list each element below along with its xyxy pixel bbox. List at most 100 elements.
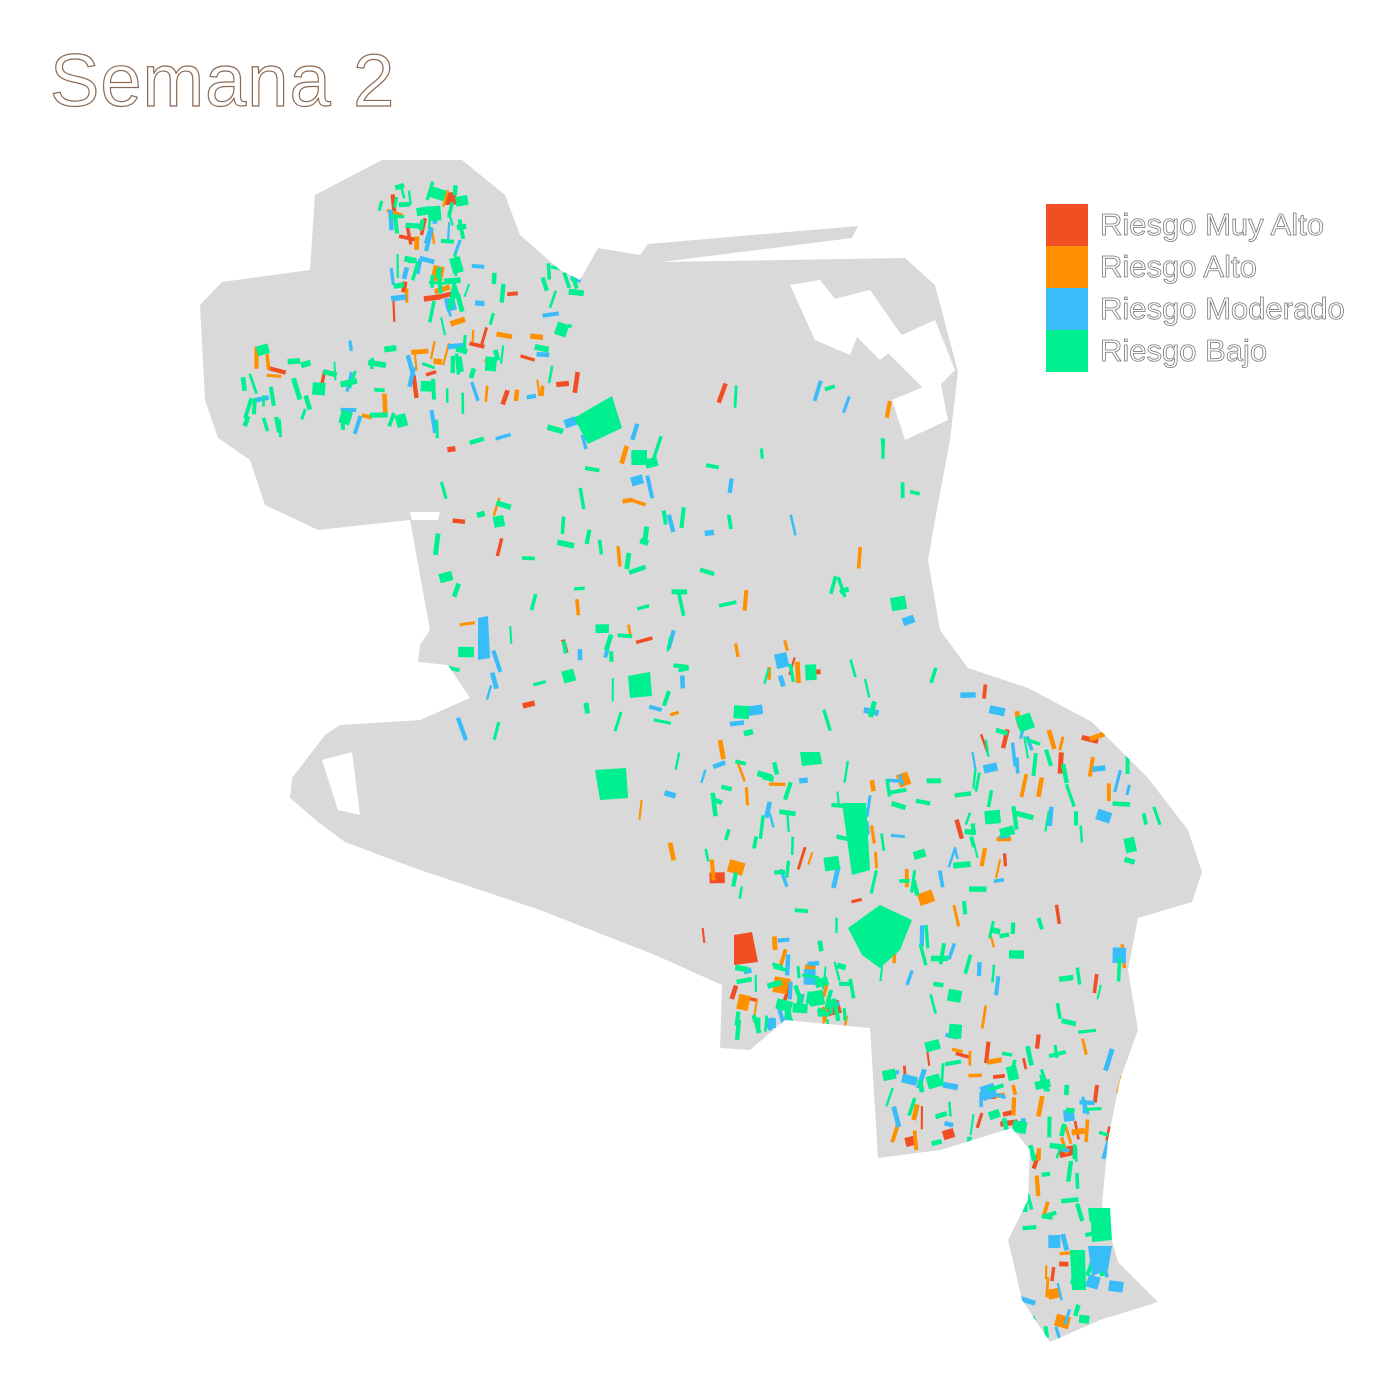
block-bajo xyxy=(929,994,938,1015)
block-alto xyxy=(1064,1125,1073,1145)
block-alto xyxy=(1071,1127,1086,1136)
block-bajo xyxy=(981,1147,988,1166)
block-bajo xyxy=(752,836,759,849)
block-bajo xyxy=(383,344,397,353)
block-bajo xyxy=(934,1111,948,1120)
block-muy-alto xyxy=(423,294,441,302)
block-muy-alto xyxy=(495,537,504,557)
block-bajo xyxy=(492,514,506,528)
block-bajo xyxy=(492,349,501,362)
block-bajo xyxy=(287,358,301,365)
legend-item-muy-alto: Riesgo Muy Alto xyxy=(1046,204,1345,246)
block-bajo xyxy=(879,966,884,982)
block-bajo xyxy=(561,668,577,684)
block-moderado xyxy=(763,801,773,819)
block-bajo xyxy=(940,1063,945,1087)
block-bajo xyxy=(1048,1049,1067,1059)
legend-swatch-muy-alto xyxy=(1046,204,1088,246)
block-muy-alto xyxy=(1034,1034,1041,1049)
block-bajo xyxy=(979,643,984,662)
block-bajo xyxy=(393,196,399,208)
block-bajo xyxy=(492,721,501,740)
block-bajo xyxy=(738,886,744,900)
block-bajo xyxy=(322,369,338,378)
area-bajo xyxy=(842,803,870,875)
block-bajo xyxy=(1015,712,1035,733)
block-bajo xyxy=(451,582,461,598)
block-moderado xyxy=(471,263,485,269)
block-bajo xyxy=(885,1087,894,1107)
block-bajo xyxy=(1039,1074,1047,1092)
block-moderado xyxy=(865,795,872,818)
block-bajo xyxy=(495,500,512,510)
block-bajo xyxy=(968,886,987,892)
block-bajo xyxy=(788,663,796,683)
block-moderado xyxy=(765,1018,776,1029)
block-bajo xyxy=(796,965,801,979)
block-bajo xyxy=(1065,1107,1075,1114)
block-bajo xyxy=(571,276,579,290)
block-bajo xyxy=(617,633,633,639)
block-bajo xyxy=(1098,1130,1109,1137)
block-alto xyxy=(904,868,909,888)
block-bajo xyxy=(912,848,927,860)
block-bajo xyxy=(944,1059,962,1067)
block-muy-alto xyxy=(1092,1084,1100,1103)
block-muy-alto xyxy=(1092,973,1099,994)
block-bajo xyxy=(546,424,564,435)
block-bajo xyxy=(733,705,750,720)
block-bajo xyxy=(407,190,412,205)
block-bajo xyxy=(704,848,710,862)
block-muy-alto xyxy=(975,1112,984,1129)
block-bajo xyxy=(556,539,575,549)
west-notches xyxy=(322,512,440,815)
block-moderado xyxy=(774,652,790,670)
block-bajo xyxy=(584,529,592,545)
block-bajo xyxy=(754,974,758,993)
block-bajo xyxy=(447,286,457,310)
block-alto xyxy=(413,351,418,371)
block-muy-alto xyxy=(1050,1266,1056,1282)
block-alto xyxy=(1081,1038,1088,1055)
block-muy-alto xyxy=(469,341,485,349)
block-alto xyxy=(783,639,789,652)
block-moderado xyxy=(680,675,686,689)
area-muy-alto xyxy=(734,932,758,965)
block-moderado xyxy=(885,778,903,783)
block-bajo xyxy=(756,1017,761,1033)
block-bajo xyxy=(833,961,841,981)
block-bajo xyxy=(433,533,441,556)
block-alto xyxy=(449,316,466,327)
block-moderado xyxy=(401,266,410,280)
block-moderado xyxy=(1108,1280,1124,1293)
block-bajo xyxy=(561,323,572,329)
block-bajo xyxy=(636,604,650,611)
block-moderado xyxy=(1092,765,1106,772)
block-bajo xyxy=(420,380,436,392)
block-alto xyxy=(630,498,647,507)
block-moderado xyxy=(960,692,976,698)
block-moderado xyxy=(407,366,416,388)
block-moderado xyxy=(729,720,745,727)
block-bajo xyxy=(783,781,793,801)
block-bajo xyxy=(1110,1129,1115,1149)
block-bajo xyxy=(455,293,465,313)
block-muy-alto xyxy=(522,700,536,709)
block-bajo xyxy=(843,760,850,783)
block-moderado xyxy=(446,222,451,244)
legend-item-moderado: Riesgo Moderado xyxy=(1046,288,1345,330)
block-alto xyxy=(539,385,545,397)
block-bajo xyxy=(775,998,793,1013)
block-alto xyxy=(622,497,633,504)
block-alto xyxy=(979,847,988,867)
block-bajo xyxy=(822,709,832,732)
block-bajo xyxy=(824,989,834,1010)
block-bajo xyxy=(251,398,257,415)
block-bajo xyxy=(763,1015,769,1032)
block-alto xyxy=(742,589,749,611)
block-bajo xyxy=(1066,1160,1074,1182)
block-moderado xyxy=(423,226,434,245)
block-moderado xyxy=(942,1081,959,1091)
block-muy-alto xyxy=(452,518,466,525)
block-bajo xyxy=(881,438,886,459)
